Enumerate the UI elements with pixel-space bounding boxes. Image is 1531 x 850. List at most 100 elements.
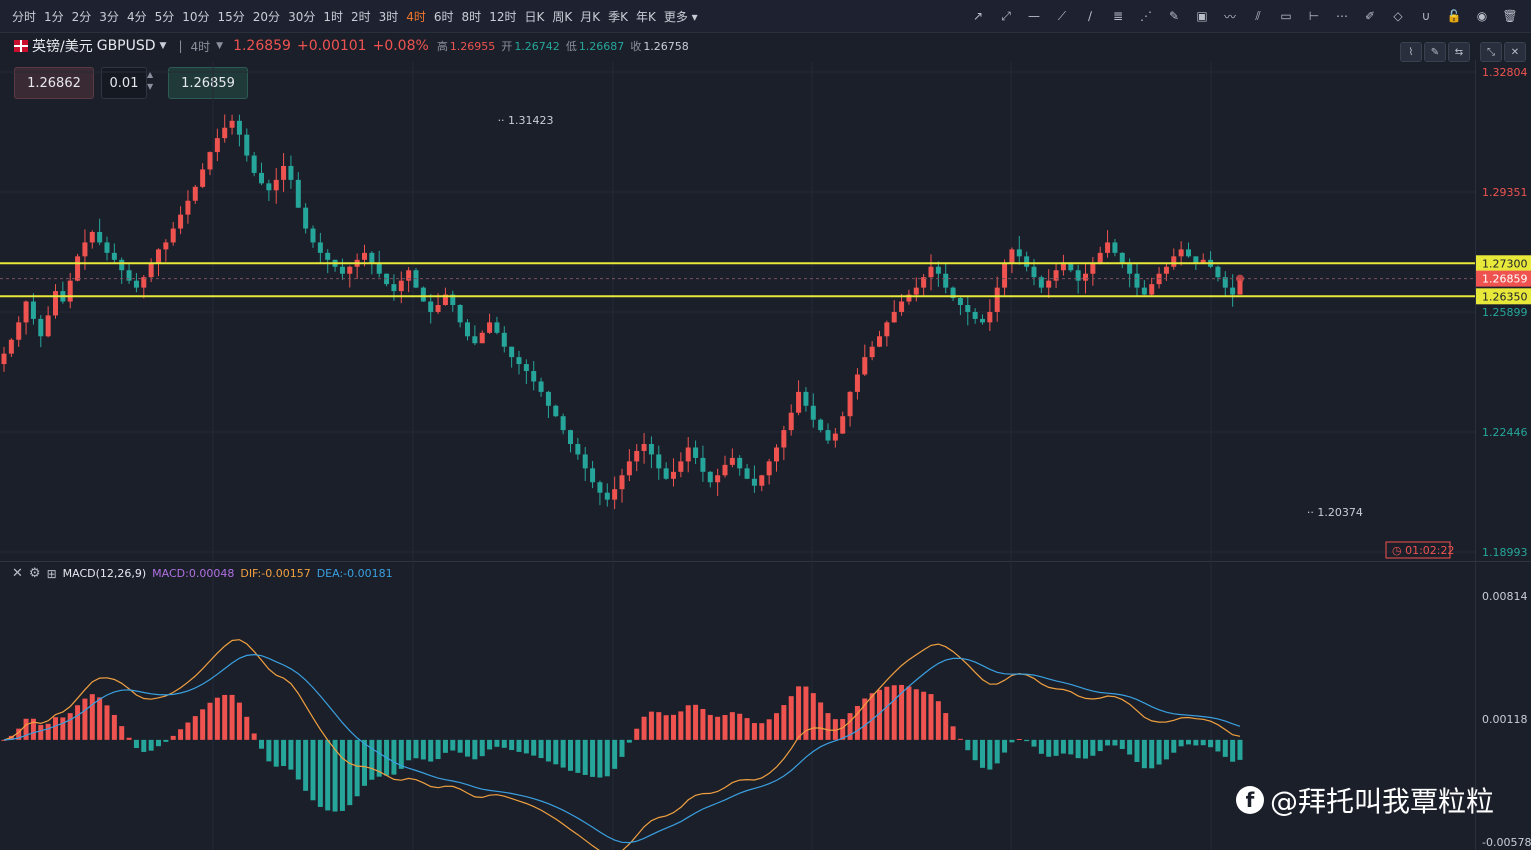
candle-body-9 [67,280,73,302]
macd-bar-146 [1075,739,1081,759]
eraser-icon[interactable]: ◇ [1393,9,1403,23]
brush-icon[interactable]: ✎ [1168,9,1180,23]
macd-bar-137 [1009,739,1015,743]
candle-body-58 [428,301,434,312]
candle-body-72 [531,371,537,382]
eye-icon[interactable]: ◉ [1476,9,1488,23]
indicator-icon[interactable]: ⌇ [1400,42,1422,62]
dea-line [3,653,1241,844]
macd-bar-93 [685,705,691,740]
settings-icon[interactable]: ⚙ [28,566,41,581]
fan-icon[interactable]: ⋰ [1140,9,1152,23]
timeframe-5[interactable]: 5分 [154,9,175,24]
magnet-icon[interactable]: ∪ [1421,9,1431,23]
timeframe-14[interactable]: 6时 [433,9,454,24]
timeframe-7[interactable]: 15分 [217,9,245,24]
arrow-line-icon[interactable]: ⤢ [1001,8,1011,23]
timeframe-1[interactable]: 1分 [44,9,64,24]
candle-body-100 [737,457,743,469]
timeframe-17[interactable]: 日K [524,9,545,24]
macd-tick-1: 0.00118 [1482,713,1528,726]
symbol-dropdown-icon[interactable]: ▼ [159,41,167,51]
timeframe-2[interactable]: 2分 [71,9,92,24]
candle-body-74 [545,391,551,406]
macd-bar-29 [214,697,220,740]
timeframe-13[interactable]: 4时 [406,9,426,24]
macd-bar-156 [1149,739,1155,769]
extreme-label-1: ·· 1.20374 [1307,506,1363,519]
more-dots-icon[interactable]: ⋯ [1336,9,1348,23]
edit-icon[interactable]: ✐ [1364,9,1376,23]
macd-bar-152 [1119,739,1125,749]
timeframe-3[interactable]: 3分 [99,9,119,24]
macd-bar-158 [1163,739,1169,760]
pencil-icon[interactable]: ✎ [1424,42,1446,62]
macd-bar-17 [126,737,132,740]
candle-body-105 [774,447,779,462]
timeframe-toolbar: 分时 1分 2分 3分 4分 5分 10分 15分 20分 30分 1时 2时 3时 4时 6时 8时 12时日… [0,0,1531,33]
ray-icon[interactable]: ↗ [972,9,984,23]
timeframe-8[interactable]: 20分 [252,9,281,24]
timeframe-19[interactable]: 月K [580,9,601,24]
macd-bar-141 [1038,739,1044,754]
polyline-icon[interactable]: 〰 [1223,9,1236,24]
macd-bar-62 [457,739,463,753]
lot-stepper-icon[interactable]: ▲ ▼ [147,70,154,91]
symbol-info-bar: 英镑/美元 GBPUSD ▼ | 4时 ▼ 1.26859 +0.00101 +… [0,33,1470,59]
period-label[interactable]: 4时 [190,39,211,54]
close-icon[interactable]: ✕ [12,566,23,581]
collapse-icon[interactable]: ⤡ [1480,42,1502,62]
rect-icon[interactable]: ▭ [1280,9,1292,23]
segment-icon[interactable]: ⟋ [1057,8,1067,23]
timeframe-6[interactable]: 10分 [182,9,210,24]
close-icon[interactable]: ✕ [1504,42,1526,62]
macd-bar-83 [612,739,618,769]
timeframe-4[interactable]: 4分 [126,9,147,24]
fib-icon[interactable]: ≣ [1112,9,1124,23]
period-dropdown-icon[interactable]: ▼ [216,41,224,51]
horizontal-line-icon[interactable]: — [1028,9,1040,23]
expand-icon[interactable]: ⊞ [46,566,57,581]
candle-body-41 [303,207,309,229]
candle-body-33 [244,134,250,156]
macd-bar-13 [97,697,103,740]
candle-body-60 [442,294,448,305]
timeframe-22[interactable]: 更多 ▾ [663,9,698,24]
macd-bar-99 [729,712,735,740]
macd-bar-57 [420,739,426,760]
trash-icon[interactable]: 🗑 [1502,9,1518,23]
macd-bar-122 [899,684,905,740]
image-icon[interactable]: ▣ [1196,9,1208,23]
candle-body-57 [420,287,426,302]
chart-canvas[interactable]: 1.32804 1.29351 1.25899 1.22446 1.18993 1.273… [0,60,1531,850]
timeframe-10[interactable]: 1时 [323,9,343,24]
candle-body-31 [229,120,235,128]
candle-body-109 [803,391,809,406]
timeframe-20[interactable]: 季K [608,9,628,24]
timeframe-21[interactable]: 年K [635,9,656,24]
pane-divider[interactable] [0,561,1531,562]
macd-bar-20 [148,739,154,751]
timeframe-0[interactable]: 分时 [12,9,37,24]
symbol-name[interactable]: 英镑/美元 [32,39,93,55]
timeframe-16[interactable]: 12时 [489,9,517,24]
candle-body-66 [487,322,493,333]
timeframe-11[interactable]: 2时 [350,9,371,24]
candle-body-29 [214,138,220,153]
timeframe-9[interactable]: 30分 [288,9,316,24]
timeframe-12[interactable]: 3时 [378,9,399,24]
lock-icon[interactable]: 🔓 [1446,9,1462,23]
timeframe-15[interactable]: 8时 [461,9,482,24]
trend-line-icon[interactable]: ∕ [1087,9,1093,23]
parallel-icon[interactable]: ⫽ [1255,8,1261,23]
candle-body-86 [634,450,640,462]
price-tag-bg-2 [1476,288,1531,305]
macd-bar-133 [980,739,985,768]
compare-icon[interactable]: ⇆ [1448,42,1470,62]
timeframe-18[interactable]: 周K [552,9,573,24]
candle-body-125 [921,277,927,288]
cross-line-icon[interactable]: ⊢ [1308,9,1320,23]
candle-body-55 [406,270,412,281]
symbol-code[interactable]: GBPUSD [96,38,156,54]
macd-bar-47 [347,739,353,806]
